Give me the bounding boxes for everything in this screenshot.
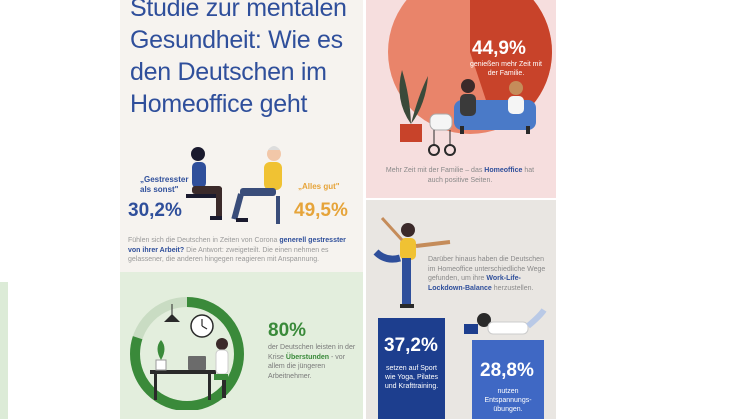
page-title: Studie zur mentalen Gesundheit: Wie es d… bbox=[130, 0, 347, 118]
stress-more-percent: 30,2% bbox=[128, 200, 182, 221]
donut-value-arc bbox=[130, 297, 244, 410]
overtime-percent: 80% bbox=[268, 320, 307, 341]
family-label: genießen mehr Zeit mit der Familie. bbox=[470, 61, 542, 77]
laptop-icon bbox=[188, 356, 206, 370]
overtime-donut-chart bbox=[130, 297, 244, 410]
family-description: Mehr Zeit mit der Familie – das Homeoffi… bbox=[385, 167, 535, 184]
resting-illustration bbox=[464, 308, 547, 335]
relax-percent: 28,8% bbox=[480, 360, 534, 381]
lamp-icon bbox=[164, 314, 180, 322]
family-percent: 44,9% bbox=[472, 38, 526, 59]
stress-description: Fühlen sich die Deutschen in Zeiten von … bbox=[128, 237, 346, 263]
stress-ok-percent: 49,5% bbox=[294, 200, 348, 221]
balance-description: Darüber hinaus haben die Deutschen im Ho… bbox=[428, 256, 546, 292]
edge-panel bbox=[0, 282, 8, 419]
yoga-illustration bbox=[373, 216, 451, 308]
sport-stat-box bbox=[378, 318, 445, 419]
overtime-description: der Deutschen leisten in der Krise Übers… bbox=[268, 344, 356, 380]
stress-panel bbox=[120, 0, 363, 272]
relax-stat-box bbox=[472, 340, 544, 419]
quote-all-good: „Alles gut" bbox=[298, 182, 340, 191]
sport-percent: 37,2% bbox=[384, 335, 438, 356]
sport-label: setzen auf Sport wie Yoga, Pilates und K… bbox=[384, 365, 439, 390]
stress-illustration bbox=[186, 146, 282, 224]
quote-more-stressed: „Gestresster als sonst" bbox=[140, 175, 189, 194]
family-pie-chart bbox=[388, 0, 552, 156]
pie-family-slice bbox=[470, 0, 552, 130]
relax-label: nutzen Entspannungs-übungen. bbox=[484, 388, 532, 413]
tablet-icon bbox=[464, 324, 478, 334]
